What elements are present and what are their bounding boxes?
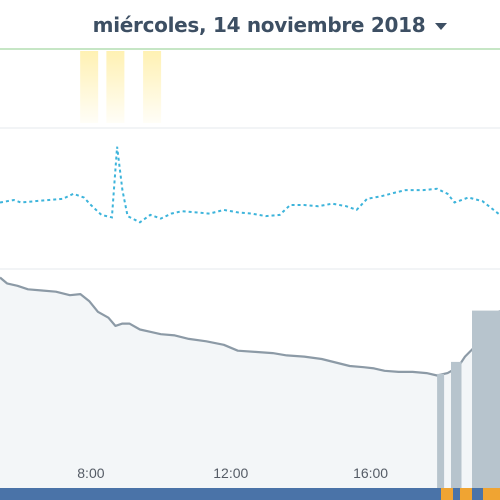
dotted-series: [0, 146, 500, 224]
dotted-series-line: [0, 146, 500, 224]
gray-series-area: [0, 277, 500, 500]
bar-3: [472, 310, 500, 488]
date-label: miércoles, 14 noviembre 2018: [92, 13, 426, 37]
x-tick-label-3: 16:00: [353, 465, 388, 481]
timeline-highlight-3: [482, 488, 500, 500]
date-selector[interactable]: miércoles, 14 noviembre 2018: [0, 0, 500, 50]
activity-marker-1: [80, 51, 99, 123]
gray-series-line: [0, 276, 500, 377]
activity-markers: [80, 51, 162, 123]
gray-series: [0, 276, 500, 500]
x-tick-label-2: 12:00: [213, 465, 248, 481]
timeline-highlight-2: [459, 488, 472, 500]
caret-down-icon: [435, 22, 448, 30]
activity-marker-2: [106, 51, 125, 123]
x-tick-label-1: 8:00: [77, 465, 104, 481]
bar-1: [437, 373, 445, 488]
x-axis-ticks: 8:00 12:00 16:00: [77, 465, 388, 481]
activity-marker-3: [143, 51, 162, 123]
bar-2: [451, 361, 462, 488]
timeline-highlight-1: [440, 488, 453, 500]
timeline-bar: [0, 488, 500, 500]
bars-series: [437, 310, 500, 488]
